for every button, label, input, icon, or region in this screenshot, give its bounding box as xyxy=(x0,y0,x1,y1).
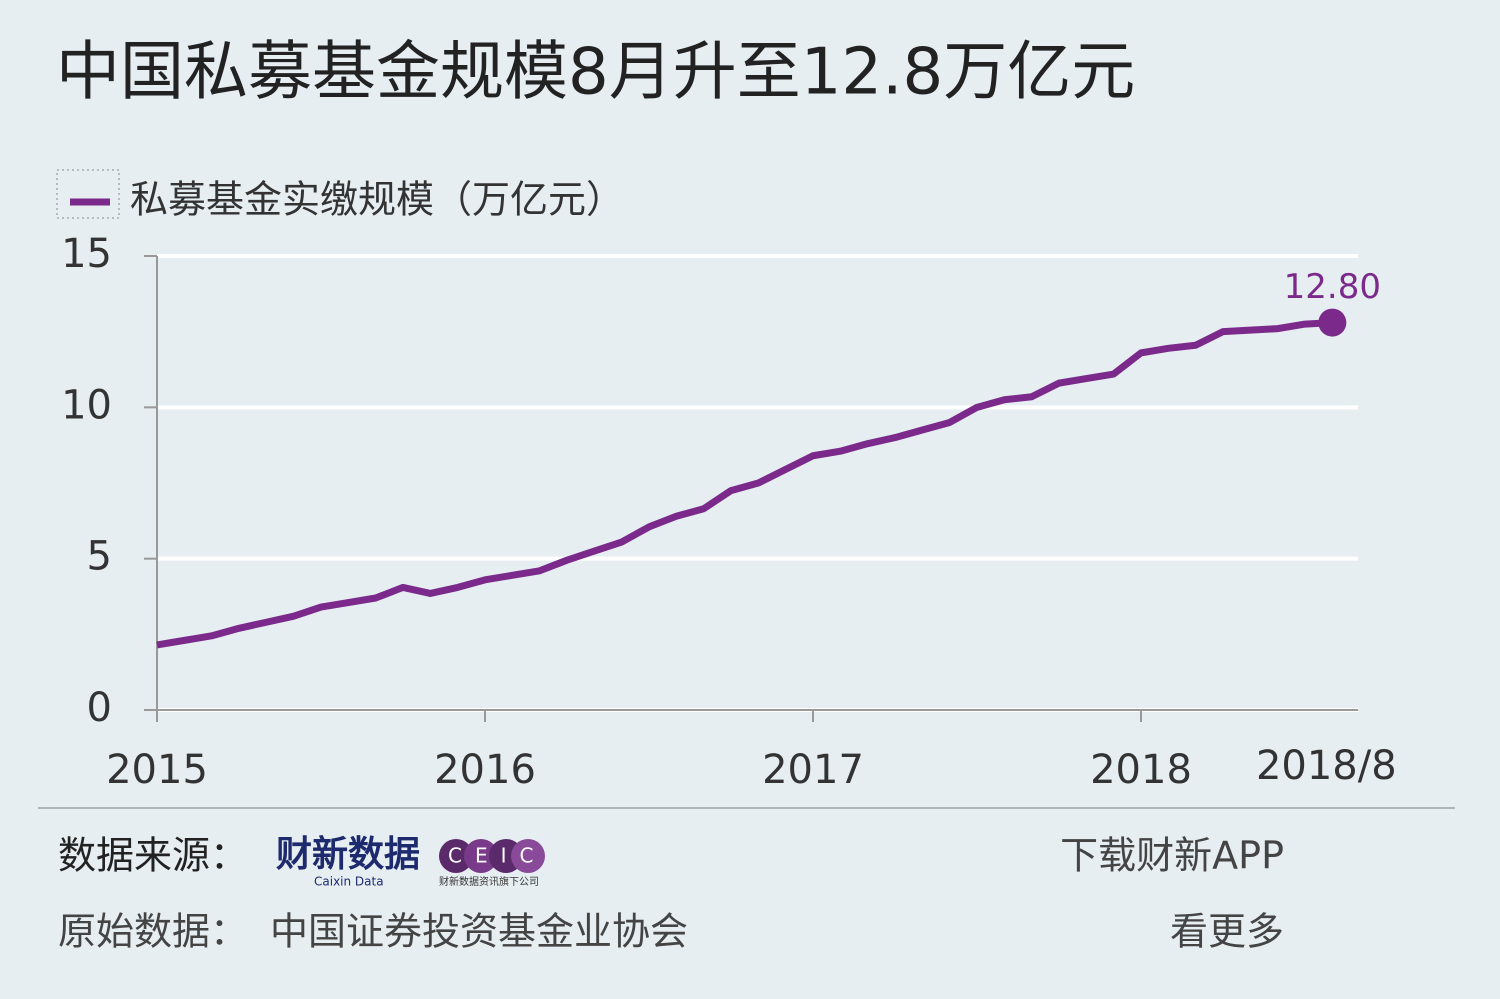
app-line2: 看更多 xyxy=(1170,910,1284,954)
y-tick-label: 0 xyxy=(87,685,112,731)
end-point xyxy=(1318,308,1347,337)
legend-box xyxy=(56,169,120,219)
value-label: 12.80 xyxy=(1284,267,1381,307)
logo-caixin-en: Caixin Data xyxy=(314,875,384,889)
x-tick-label: 2018 xyxy=(1090,747,1192,793)
app-line1: 下载财新APP xyxy=(1060,834,1284,878)
y-tick-label: 10 xyxy=(61,382,112,428)
x-tick-label: 2016 xyxy=(434,747,536,793)
raw-source: 中国证券投资基金业协会 xyxy=(270,910,688,954)
y-tick-label: 5 xyxy=(87,534,112,580)
logo-ceic-sub: 财新数据资讯旗下公司 xyxy=(439,875,539,888)
x-tick-label: 2018/8 xyxy=(1256,743,1397,789)
y-tick-label: 15 xyxy=(61,231,112,277)
raw-label: 原始数据： xyxy=(58,910,248,954)
x-tick-label: 2017 xyxy=(762,747,864,793)
source-label: 数据来源： xyxy=(58,834,248,878)
series-line xyxy=(156,319,1333,649)
chart-title: 中国私募基金规模8月升至12.8万亿元 xyxy=(56,36,1135,110)
logo-ceic-circles xyxy=(439,839,545,873)
logo-caixin: 财新数据 xyxy=(276,834,420,875)
x-tick-label: 2015 xyxy=(106,747,208,793)
logo-ceic: CEIC xyxy=(448,844,546,868)
legend-label: 私募基金实缴规模（万亿元） xyxy=(130,178,624,222)
